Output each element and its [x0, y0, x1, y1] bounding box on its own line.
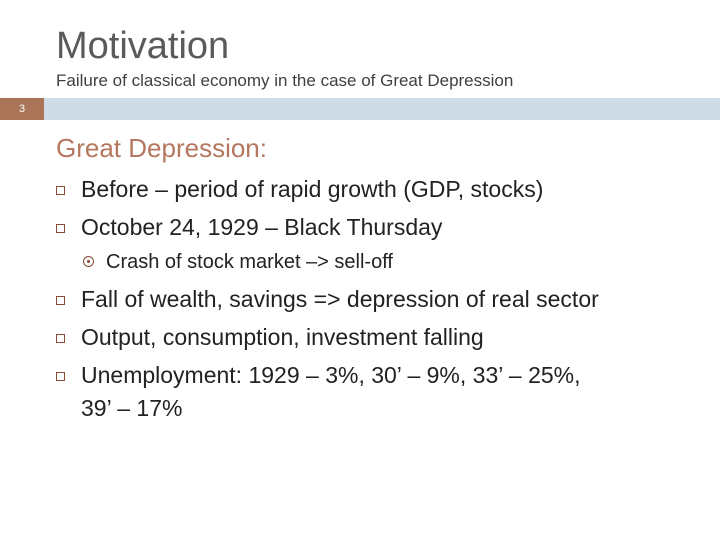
hollow-square-icon: [56, 334, 65, 343]
slide-number: 3: [0, 98, 44, 120]
bullet-item: Fall of wealth, savings => depression of…: [81, 286, 599, 312]
hollow-square-icon: [56, 296, 65, 305]
bullet-item-continuation: 39’ – 17%: [81, 395, 183, 421]
slide-subtitle: Failure of classical economy in the case…: [56, 71, 514, 90]
hollow-square-icon: [56, 186, 65, 195]
bullet-item: Before – period of rapid growth (GDP, st…: [81, 176, 544, 202]
sub-bullet-item: Crash of stock market –> sell-off: [106, 251, 393, 273]
bullet-item: Unemployment: 1929 – 3%, 30’ – 9%, 33’ –…: [81, 362, 581, 388]
slide-title: Motivation: [56, 25, 230, 67]
circle-dot-icon: [83, 256, 94, 267]
header-band: [0, 98, 720, 120]
section-heading: Great Depression:: [56, 133, 267, 163]
hollow-square-icon: [56, 224, 65, 233]
hollow-square-icon: [56, 372, 65, 381]
bullet-item: October 24, 1929 – Black Thursday: [81, 214, 443, 240]
bullet-item: Output, consumption, investment falling: [81, 324, 484, 350]
